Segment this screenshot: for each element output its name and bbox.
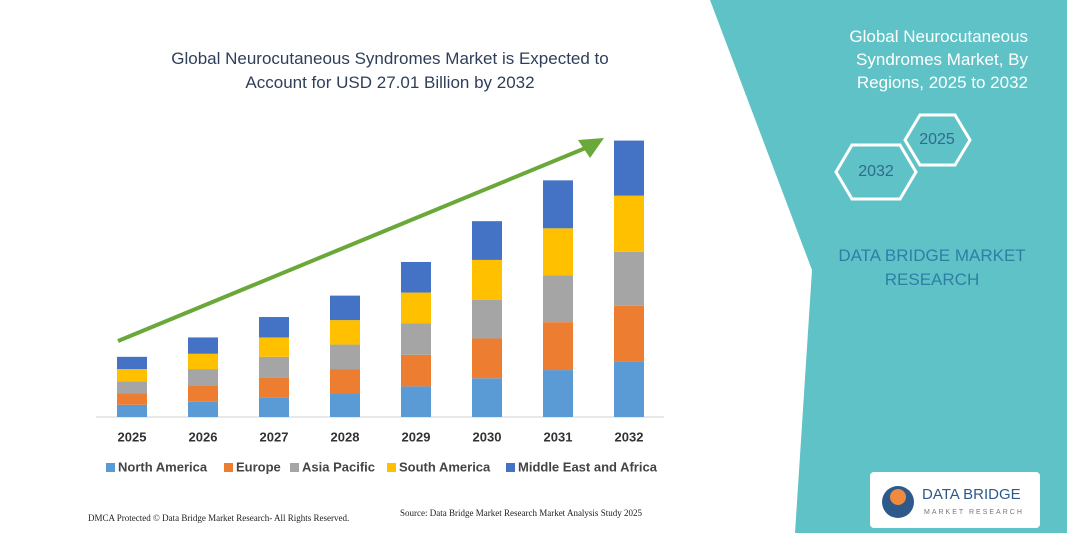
x-tick-label: 2032: [615, 429, 644, 444]
bar-segment: [330, 393, 360, 417]
bar-segment: [401, 354, 431, 387]
bar-segment: [401, 261, 431, 293]
x-tick-label: 2026: [189, 429, 218, 444]
bar-segment: [117, 356, 147, 370]
x-tick-label: 2027: [260, 429, 289, 444]
x-tick-label: 2025: [118, 429, 147, 444]
bar-segment: [614, 140, 644, 196]
bar-segment: [472, 259, 502, 300]
trend-arrowhead: [578, 138, 604, 158]
brand-text: DATA BRIDGE MARKET RESEARCH: [838, 246, 1025, 289]
hexagon: [903, 113, 972, 167]
logo-tagline: MARKET RESEARCH: [924, 509, 1024, 516]
x-tick-label: 2030: [473, 429, 502, 444]
bar-segment: [330, 320, 360, 345]
bar-segment: [188, 337, 218, 354]
logo-icon: [890, 489, 906, 505]
bar-segment: [614, 251, 644, 306]
legend-label: North America: [118, 459, 208, 474]
hex-label: 2025: [919, 131, 955, 148]
hexagon: [834, 143, 918, 201]
legend-swatch: [224, 463, 233, 472]
bar-segment: [401, 386, 431, 417]
bar-segment: [259, 356, 289, 378]
bar-segment: [543, 180, 573, 229]
bar-segment: [472, 338, 502, 379]
bar-segment: [543, 370, 573, 417]
bar-segment: [188, 353, 218, 370]
x-tick-label: 2029: [402, 429, 431, 444]
bar-segment: [259, 377, 289, 398]
bar-segment: [117, 393, 147, 405]
bar-segment: [330, 369, 360, 394]
bar-segment: [543, 275, 573, 323]
legend-label: South America: [399, 459, 491, 474]
x-tick-label: 2028: [331, 429, 360, 444]
trend-arrow: [117, 145, 589, 343]
legend-label: Europe: [236, 459, 281, 474]
bar-segment: [330, 295, 360, 321]
panel-title: Global Neurocutaneous Syndromes Market, B…: [849, 27, 1028, 92]
x-tick-label: 2031: [544, 429, 573, 444]
legend-swatch: [506, 463, 515, 472]
bar-segment: [259, 337, 289, 357]
legend-label: Asia Pacific: [302, 459, 375, 474]
legend-label: Middle East and Africa: [518, 459, 658, 474]
legend-swatch: [387, 463, 396, 472]
hex-label: 2032: [858, 163, 894, 180]
logo-box: [870, 472, 1040, 528]
bar-segment: [543, 322, 573, 371]
bar-segment: [188, 401, 218, 417]
bar-segment: [117, 381, 147, 394]
bar-segment: [401, 323, 431, 355]
bar-segment: [614, 305, 644, 362]
legend-swatch: [106, 463, 115, 472]
bar-segment: [117, 369, 147, 382]
bar-segment: [188, 369, 218, 386]
chart-title: Global Neurocutaneous Syndromes Market i…: [171, 49, 609, 92]
bar-segment: [117, 404, 147, 417]
side-panel: [710, 0, 1067, 533]
footer-source: Source: Data Bridge Market Research Mark…: [400, 508, 642, 518]
bar-segment: [188, 385, 218, 402]
bar-segment: [259, 397, 289, 417]
logo-name: DATA BRIDGE: [922, 486, 1021, 503]
bar-segment: [472, 378, 502, 417]
bar-segment: [472, 299, 502, 339]
bar-segment: [543, 228, 573, 276]
bar-segment: [259, 317, 289, 338]
footer-copyright: DMCA Protected © Data Bridge Market Rese…: [88, 513, 349, 523]
legend-swatch: [290, 463, 299, 472]
bar-segment: [330, 344, 360, 370]
bar-segment: [401, 292, 431, 324]
bar-segment: [614, 195, 644, 252]
bar-segment: [614, 361, 644, 417]
bar-segment: [472, 221, 502, 260]
